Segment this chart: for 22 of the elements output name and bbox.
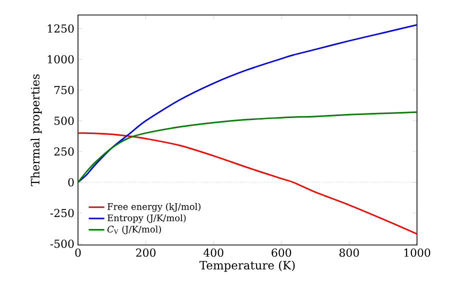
x-tick-label: 0: [75, 248, 81, 257]
line-series: [78, 132, 418, 235]
y-tick-label: -250: [50, 208, 74, 218]
legend-label: Entropy (J/K/mol): [108, 214, 186, 224]
x-tick-label: 200: [136, 248, 156, 257]
legend-label: Free energy (kJ/mol): [108, 203, 200, 212]
x-tick-label: 400: [203, 248, 224, 257]
y-tick-label: 500: [54, 116, 74, 125]
legend-label: C$_{V}$ (J/K/mol): [107, 226, 161, 234]
y-tick-label: -500: [50, 240, 74, 248]
y-axis-title: Thermal properties: [30, 74, 42, 186]
y-tick-label: 250: [54, 147, 74, 156]
line-series: [78, 111, 418, 184]
y-tick-label: 0: [68, 178, 74, 186]
x-axis-title: Temperature (K): [200, 260, 295, 272]
y-tick-label: 1000: [48, 55, 74, 64]
x-tick-label: 800: [339, 248, 359, 257]
y-tick-label: 1250: [48, 24, 74, 33]
x-tick-label: 1000: [404, 248, 430, 257]
x-tick-label: 600: [272, 248, 292, 257]
line-series: [78, 24, 418, 184]
y-tick-label: 750: [54, 86, 74, 94]
